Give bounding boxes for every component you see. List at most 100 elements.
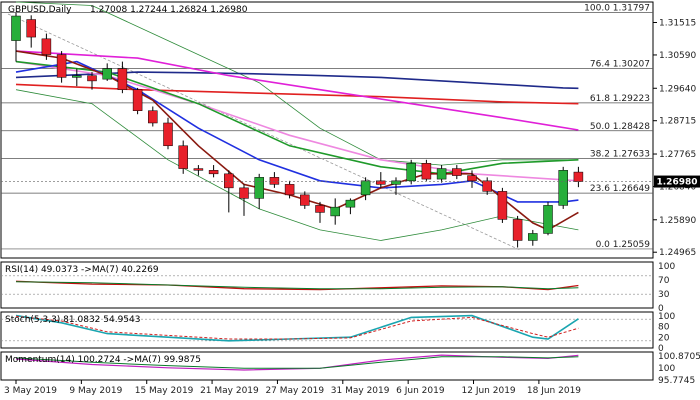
fib-level-label: 61.8 1.29223 [590, 94, 650, 104]
candle-bearish [497, 187, 508, 223]
candle-bullish [391, 177, 401, 195]
candle-bearish [421, 159, 432, 181]
candle-bearish [300, 191, 310, 209]
momentum-panel: Momentum(14) 100.2724 ->MA(7) 99.9875 10… [0, 351, 700, 386]
candle-body [573, 171, 584, 182]
candle-body [436, 168, 447, 180]
time-tick-label: 6 Jun 2019 [396, 386, 445, 396]
candle-bearish [193, 165, 204, 176]
momentum-ma-line [15, 356, 579, 369]
candle-bullish [436, 165, 447, 183]
candle-bearish [452, 165, 462, 180]
indicator-tick-label: 70 [658, 276, 670, 286]
momentum-panel-border [0, 351, 654, 381]
fib-level-label: 38.2 1.27633 [590, 150, 650, 160]
candle-body [117, 68, 128, 90]
candle-bearish [224, 170, 234, 213]
time-tick-label: 21 May 2019 [200, 386, 259, 396]
candle-body [315, 205, 325, 213]
time-tick-label: 12 Jun 2019 [462, 386, 516, 396]
moving-average-line [15, 60, 579, 203]
candle-body [284, 184, 295, 196]
last-price-label: 1.26980 [657, 178, 698, 188]
time-axis: 3 May 2019 9 May 2019 15 May 2019 21 May 20… [4, 380, 581, 396]
candle-bearish [467, 170, 477, 188]
time-tick-label: 3 May 2019 [4, 386, 57, 396]
indicator-tick-label: 20 [658, 333, 670, 343]
candle-bearish [56, 51, 67, 83]
candle-body [254, 177, 264, 199]
candles [11, 12, 584, 248]
candle-body [345, 199, 356, 208]
bollinger-bands [15, 1, 579, 241]
candle-body [56, 54, 67, 78]
price-panel-border [0, 1, 654, 259]
candle-body [26, 19, 36, 38]
price-tick-label: 1.27765 [659, 150, 696, 160]
price-tick-label: 1.28715 [659, 117, 696, 127]
indicator-tick-label: 95.7745 [658, 376, 695, 386]
fib-level-label: 76.4 1.30207 [590, 59, 650, 69]
candle-body [102, 68, 112, 80]
candle-bullish [254, 173, 264, 209]
candle-body [148, 110, 158, 124]
momentum-header: Momentum(14) 100.2724 ->MA(7) 99.9875 [5, 355, 201, 365]
candle-body [391, 180, 401, 185]
candle-bearish [482, 177, 492, 195]
indicator-tick-label: 0 [658, 304, 664, 314]
candle-bearish [87, 72, 97, 90]
candle-bearish [376, 172, 386, 188]
candle-bearish [269, 172, 280, 188]
momentum-lines [15, 354, 579, 371]
candle-bearish [284, 180, 295, 199]
symbol-label: GBPUSD,Daily [8, 5, 72, 15]
moving-average-line [15, 71, 579, 90]
candle-body [72, 75, 82, 78]
candle-body [543, 205, 553, 234]
candle-body [482, 180, 492, 192]
candle-body [528, 233, 538, 241]
candle-bearish [148, 106, 158, 127]
candle-body [269, 177, 280, 185]
candle-bullish [528, 229, 538, 246]
last-price-marker [654, 175, 700, 188]
candle-bullish [11, 12, 21, 62]
moving-average-line [15, 50, 579, 131]
candle-body [239, 187, 249, 199]
candle-body [87, 75, 97, 82]
bollinger-upper [15, 1, 579, 166]
candle-body [178, 145, 188, 169]
indicator-tick-label: 100 [658, 364, 675, 374]
candle-bearish [315, 201, 325, 223]
candle-body [300, 194, 310, 206]
price-tick-label: 1.29640 [659, 84, 696, 94]
fib-level-label: 50.0 1.28428 [590, 122, 650, 132]
candle-body [208, 170, 219, 175]
candle-body [132, 89, 143, 111]
candle-bearish [163, 117, 173, 150]
price-tick-label: 1.25890 [659, 216, 696, 226]
time-tick-label: 31 May 2019 [331, 386, 390, 396]
candle-body [467, 175, 477, 182]
time-tick-label: 27 May 2019 [265, 386, 324, 396]
stoch-panel-border [0, 311, 654, 349]
candle-bearish [178, 140, 188, 174]
candle-body [512, 219, 523, 241]
candle-bearish [117, 61, 128, 94]
candle-bullish [406, 159, 416, 185]
rsi-header: RSI(14) 49.0373 ->MA(7) 40.2269 [5, 265, 159, 275]
momentum-axis: 100.8705 100 95.7745 [658, 352, 700, 386]
rsi-panel: RSI(14) 49.0373 ->MA(7) 40.2269 100 70 30 0 [0, 261, 675, 314]
candle-bearish [239, 184, 249, 216]
candle-body [41, 38, 52, 55]
candle-bullish [72, 68, 82, 87]
time-tick-label: 15 May 2019 [135, 386, 194, 396]
time-tick-label: 9 May 2019 [69, 386, 122, 396]
fib-level-label: 100.0 1.31797 [584, 4, 650, 14]
candle-body [376, 180, 386, 185]
time-tick-label: 18 Jun 2019 [527, 386, 581, 396]
candle-bullish [558, 166, 568, 209]
candle-body [406, 163, 416, 182]
